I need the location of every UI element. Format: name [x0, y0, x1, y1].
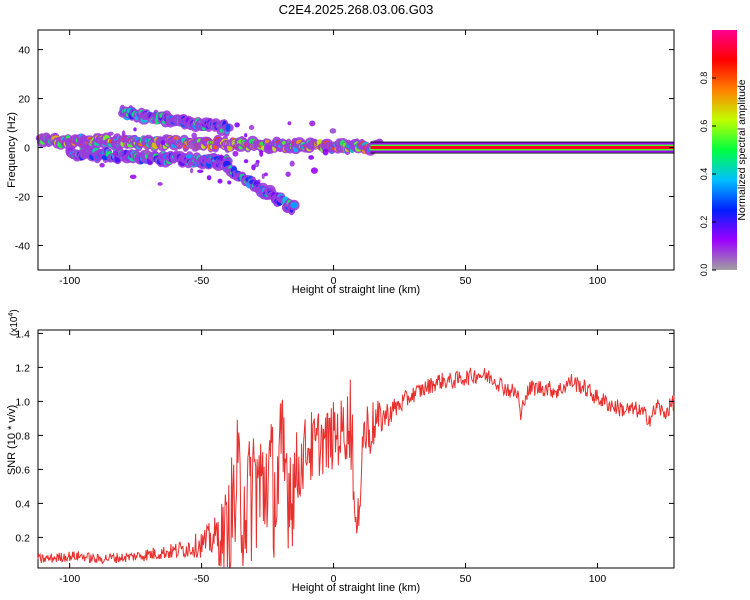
x-tick-label: 50 [460, 275, 472, 287]
spectrogram-speckle [160, 139, 166, 146]
spectrogram-speckle [133, 127, 137, 132]
x-tick-label: 0 [331, 573, 337, 585]
snr-frame [37, 329, 675, 569]
spectrogram-speckle [113, 135, 118, 140]
colorbar-tick-label: 0.8 [699, 72, 709, 85]
spectrogram-speckle [248, 125, 255, 130]
colorbar-gradient [712, 30, 737, 270]
spectrogram-speckle [322, 148, 329, 156]
spectrogram-speckle [217, 178, 223, 184]
x-tick-label: 50 [460, 573, 472, 585]
x-tick-label: -50 [194, 275, 209, 287]
spectrogram-speckle [113, 150, 118, 157]
spectrogram-speckle [129, 174, 137, 179]
snr-series-line [37, 367, 675, 568]
y-tick-label: 1.0 [15, 396, 30, 408]
y-tick-label: 0.2 [15, 532, 30, 544]
spectrogram-speckle [263, 172, 268, 177]
spectrogram-blob [281, 140, 286, 146]
spectrogram-frame [37, 29, 675, 271]
spectrogram-speckle [191, 132, 197, 139]
snr-multiplier-base: (x10 [9, 316, 20, 336]
y-tick-label: 0.8 [15, 430, 30, 442]
spectrogram-speckle [189, 167, 194, 174]
snr-multiplier-exp: 4 [8, 313, 15, 317]
spectrogram-speckle [143, 149, 151, 155]
figure-title: C2E4.2025.268.03.06.G03 [279, 2, 434, 17]
x-tick-label: 0 [331, 275, 337, 287]
x-tick-label: -50 [194, 573, 209, 585]
spectrogram-ticks: -100 -50 0 50 100 40 20 0 -20 -40 [15, 30, 674, 287]
spectrogram-speckle [251, 164, 256, 171]
spectrogram-ylabel: Frequency (Hz) [6, 112, 18, 188]
y-tick-label: 40 [18, 45, 30, 57]
spectrogram-blob [185, 154, 194, 159]
x-tick-label: 100 [589, 275, 607, 287]
spectrogram-speckle [287, 121, 292, 126]
spectrogram-speckle [227, 180, 232, 185]
snr-multiplier: (x104) [8, 309, 20, 336]
spectrogram-cells [35, 104, 674, 216]
spectrogram-panel: -100 -50 0 50 100 40 20 0 -20 -40 Height of strai… [6, 29, 675, 296]
y-tick-label: 1.4 [15, 328, 30, 340]
snr-multiplier-close: ) [9, 309, 20, 312]
spectrogram-speckle [285, 171, 291, 177]
spectrogram-xlabel: Height of straight line (km) [292, 284, 420, 296]
carrier-core [370, 146, 674, 150]
snr-ylabel: SNR (10 * v/v) [6, 405, 18, 475]
snr-panel: -100 -50 0 50 100 0.2 0.4 0.6 0.8 1.0 1.2 1.4 Heigh… [6, 309, 675, 594]
y-tick-label: 0 [24, 143, 30, 155]
spectrogram-speckle [329, 128, 337, 134]
y-tick-label: -40 [15, 241, 30, 253]
spectrogram-blob [225, 123, 231, 132]
spectrogram-speckle [244, 133, 248, 138]
spectrogram-speckle [257, 179, 261, 183]
spectrogram-speckle [197, 169, 204, 173]
spectrogram-blob [290, 201, 298, 209]
spectrogram-speckle [259, 150, 264, 157]
spectrogram-speckle [251, 144, 255, 148]
spectrogram-speckle [121, 130, 126, 137]
y-tick-label: 0.6 [15, 464, 30, 476]
spectrogram-speckle [265, 144, 273, 151]
spectrogram-speckle [157, 182, 163, 186]
spectrogram-speckle [234, 122, 240, 128]
x-tick-label: 100 [589, 573, 607, 585]
y-tick-label: 20 [18, 94, 30, 106]
spectrogram-speckle [232, 150, 239, 157]
colorbar: 0.0 0.2 0.4 0.6 0.8 Normalized spectral ampl… [699, 30, 748, 276]
x-tick-label: -100 [59, 275, 80, 287]
colorbar-tick-label: 0.4 [699, 168, 709, 181]
y-tick-label: 0.4 [15, 498, 30, 510]
snr-ticks: -100 -50 0 50 100 0.2 0.4 0.6 0.8 1.0 1.2 1.4 [15, 328, 674, 585]
spectrogram-speckle [219, 154, 224, 162]
colorbar-tick-label: 0.2 [699, 216, 709, 229]
colorbar-label: Normalized spectral amplitude [736, 79, 748, 220]
colorbar-ticks: 0.0 0.2 0.4 0.6 0.8 [699, 72, 716, 277]
spectrogram-speckle [308, 155, 314, 160]
spectrogram-speckle [243, 159, 249, 164]
spectrogram-speckle [206, 175, 212, 181]
spectrogram-speckle [289, 160, 295, 167]
spectrogram-speckle [309, 120, 316, 127]
spectrogram-speckle [188, 142, 194, 149]
colorbar-tick-label: 0.0 [699, 264, 709, 277]
y-tick-label: 1.2 [15, 362, 30, 374]
x-tick-label: -100 [59, 573, 80, 585]
spectrogram-speckle [107, 131, 114, 136]
snr-xlabel: Height of straight line (km) [292, 582, 420, 594]
y-tick-label: -20 [15, 192, 30, 204]
spectrogram-speckle [310, 167, 318, 174]
colorbar-tick-label: 0.6 [699, 120, 709, 133]
spectrogram-speckle [99, 162, 105, 168]
